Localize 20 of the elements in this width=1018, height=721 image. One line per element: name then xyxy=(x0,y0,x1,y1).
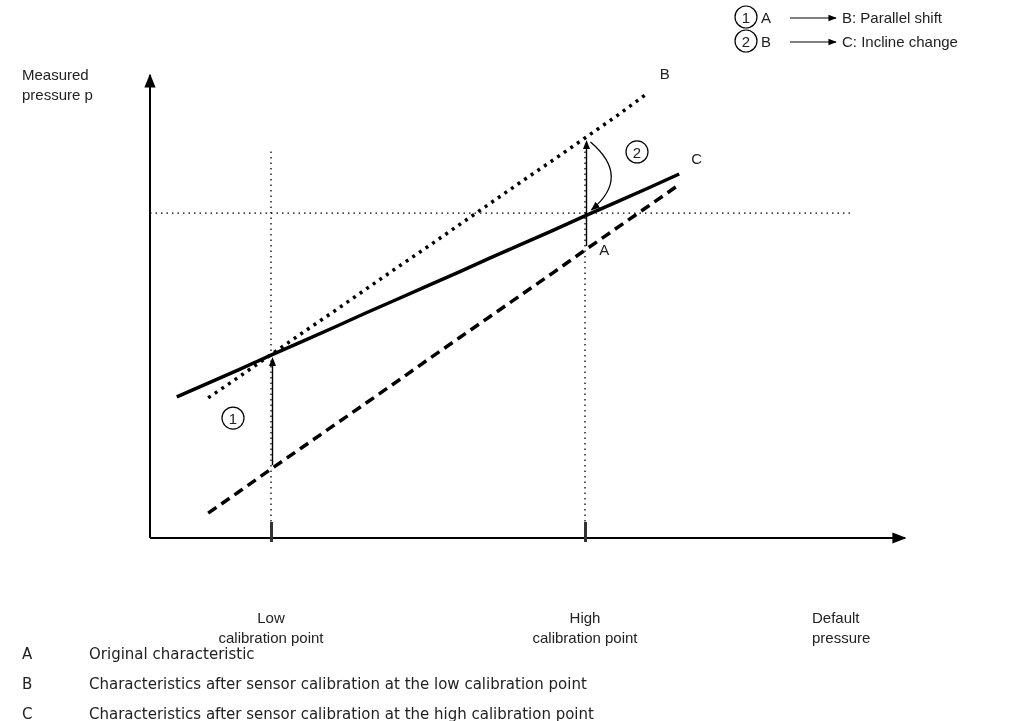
text: A xyxy=(761,9,772,26)
text: Characteristics after sensor calibration at the low calibration point xyxy=(89,675,587,693)
text: 2 xyxy=(741,33,751,50)
text: C: Incline change xyxy=(842,33,958,50)
annotation: 2 xyxy=(632,143,642,161)
series-label: A xyxy=(599,240,610,258)
text: Original characteristic xyxy=(89,645,255,663)
text: C xyxy=(22,705,33,721)
annotation: 1 xyxy=(228,410,238,428)
series-label: B xyxy=(659,65,670,82)
text: A xyxy=(22,645,33,663)
text: Default pressure xyxy=(812,609,871,646)
text: 1 xyxy=(741,9,751,26)
y-axis-title: Measured pressure p xyxy=(22,66,93,103)
text: B xyxy=(22,675,33,693)
x-tick-label: Low calibration point xyxy=(218,609,325,646)
series-label: C xyxy=(691,149,703,167)
text: B: Parallel shift xyxy=(842,9,943,26)
x-tick-label: High calibration point xyxy=(532,609,639,646)
text: B xyxy=(761,33,772,50)
